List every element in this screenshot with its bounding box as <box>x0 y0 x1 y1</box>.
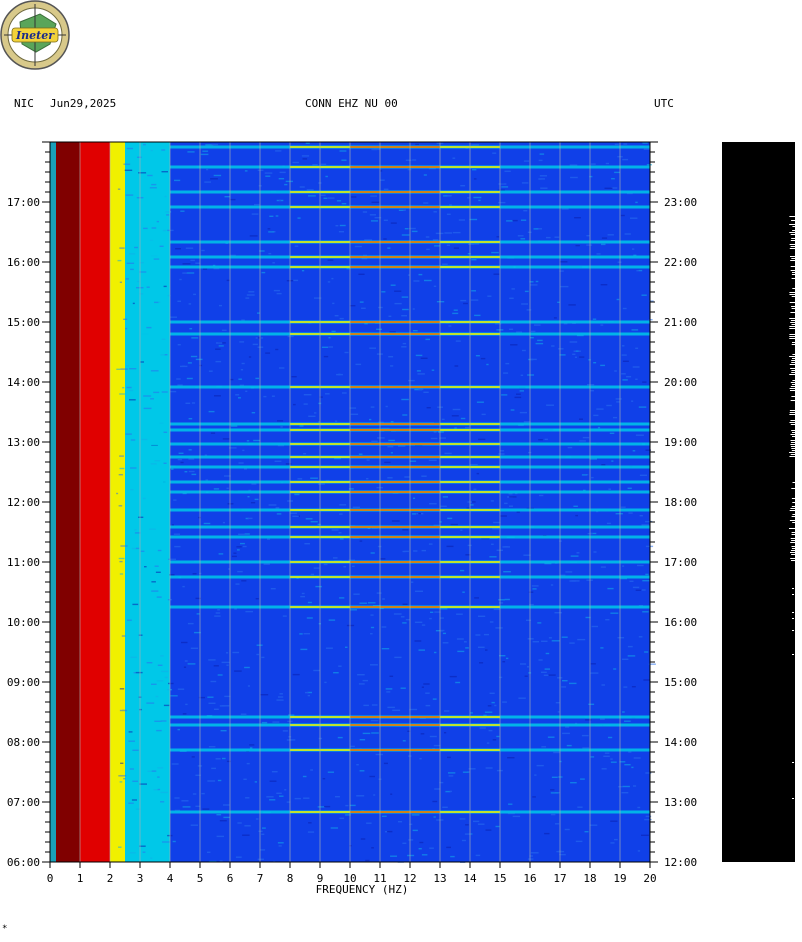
x-tick-label: 5 <box>197 872 204 885</box>
spectral-band <box>140 560 650 564</box>
spectrogram-plot <box>50 142 656 863</box>
spectrogram-chart: 0 1 2 3 4 5 6 7 8 9 10 11 12 13 14 15 16 17 18 19 20 17:0016… <box>7 141 697 885</box>
left-time-label: 13:00 <box>7 436 40 449</box>
right-time-axis: 23:00 22:00 21:00 20:00 19:00 18:00 17:00 16:00… <box>650 141 697 869</box>
right-time-label: 16:00 <box>664 616 697 629</box>
x-tick-label: 9 <box>317 872 324 885</box>
spectral-band <box>140 455 650 459</box>
left-time-label: 17:00 <box>7 196 40 209</box>
network-code: NIC <box>14 97 34 110</box>
x-tick-label: 20 <box>643 872 656 885</box>
spectral-band <box>140 240 650 244</box>
right-time-label: 21:00 <box>664 316 697 329</box>
right-time-label: 22:00 <box>664 256 697 269</box>
spectral-band <box>140 385 650 389</box>
spectral-band <box>140 748 650 752</box>
x-tick-label: 3 <box>137 872 144 885</box>
station-label: CONN EHZ NU 00 <box>305 97 398 110</box>
x-tick-label: 18 <box>583 872 596 885</box>
right-time-label: 17:00 <box>664 556 697 569</box>
x-tick-label: 19 <box>613 872 626 885</box>
left-time-label: 09:00 <box>7 676 40 689</box>
x-tick-label: 15 <box>493 872 506 885</box>
right-time-label: 23:00 <box>664 196 697 209</box>
spectral-band <box>140 575 650 579</box>
x-tick-label: 2 <box>107 872 114 885</box>
x-tick-label: 6 <box>227 872 234 885</box>
low-frequency-edge <box>50 142 56 862</box>
left-time-label: 08:00 <box>7 736 40 749</box>
spectral-band <box>140 145 650 149</box>
right-time-label: 18:00 <box>664 496 697 509</box>
seismic-waveform-panel <box>722 142 795 862</box>
x-axis-title: FREQUENCY (HZ) <box>315 883 409 896</box>
right-time-label: 13:00 <box>664 796 697 809</box>
x-tick-label: 0 <box>47 872 54 885</box>
timezone-label: UTC <box>654 97 674 110</box>
waveform-samples <box>789 216 795 799</box>
x-tick-label: 14 <box>463 872 477 885</box>
left-time-label: 12:00 <box>7 496 40 509</box>
date-label: Jun29,2025 <box>50 97 117 110</box>
waveform-trace <box>789 216 795 799</box>
ineter-logo: Ineter <box>0 0 70 70</box>
spectral-band <box>140 428 650 432</box>
x-tick-label: 10 <box>343 872 356 885</box>
x-tick-label: 12 <box>403 872 416 885</box>
right-time-label: 14:00 <box>664 736 697 749</box>
frequency-gridlines <box>79 142 621 862</box>
x-tick-label: 17 <box>553 872 566 885</box>
left-time-label: 15:00 <box>7 316 40 329</box>
spectral-band <box>140 605 650 609</box>
right-time-label: 19:00 <box>664 436 697 449</box>
spectral-band <box>140 810 650 814</box>
left-time-axis: 17:00 16:00 15:00 14:00 13:00 12:00 11:00 10:00… <box>7 141 50 869</box>
spectral-band <box>140 165 650 169</box>
spectral-bands <box>140 145 650 814</box>
x-tick-label: 7 <box>257 872 264 885</box>
left-time-label: 11:00 <box>7 556 40 569</box>
left-time-label: 10:00 <box>7 616 40 629</box>
x-axis-ticks: 0 1 2 3 4 5 6 7 8 9 10 11 12 13 14 15 16 17 18 19 20 <box>47 862 657 885</box>
spectral-band <box>140 320 650 324</box>
spectral-band <box>140 465 650 469</box>
right-time-label: 12:00 <box>664 856 697 869</box>
spectral-band <box>140 190 650 194</box>
footnote-mark: * <box>2 924 8 934</box>
x-tick-label: 8 <box>287 872 294 885</box>
spectral-band <box>140 422 650 426</box>
left-time-label: 07:00 <box>7 796 40 809</box>
x-tick-label: 13 <box>433 872 446 885</box>
spectral-band <box>140 723 650 727</box>
spectral-band <box>140 255 650 259</box>
spectral-band <box>140 715 650 719</box>
right-time-label: 20:00 <box>664 376 697 389</box>
spectral-band <box>140 265 650 269</box>
x-tick-label: 11 <box>373 872 386 885</box>
spectral-band <box>140 525 650 529</box>
spectral-band <box>140 332 650 336</box>
right-time-label: 15:00 <box>664 676 697 689</box>
logo-text: Ineter <box>15 29 55 42</box>
x-tick-label: 1 <box>77 872 84 885</box>
x-tick-label: 16 <box>523 872 536 885</box>
spectral-band <box>140 535 650 539</box>
spectral-band <box>140 480 650 484</box>
spectral-band <box>140 442 650 446</box>
left-time-label: 16:00 <box>7 256 40 269</box>
spectral-band <box>140 508 650 512</box>
spectral-band <box>140 205 650 209</box>
x-tick-label: 4 <box>167 872 174 885</box>
left-time-label: 06:00 <box>7 856 40 869</box>
spectral-band <box>140 490 650 494</box>
left-time-label: 14:00 <box>7 376 40 389</box>
